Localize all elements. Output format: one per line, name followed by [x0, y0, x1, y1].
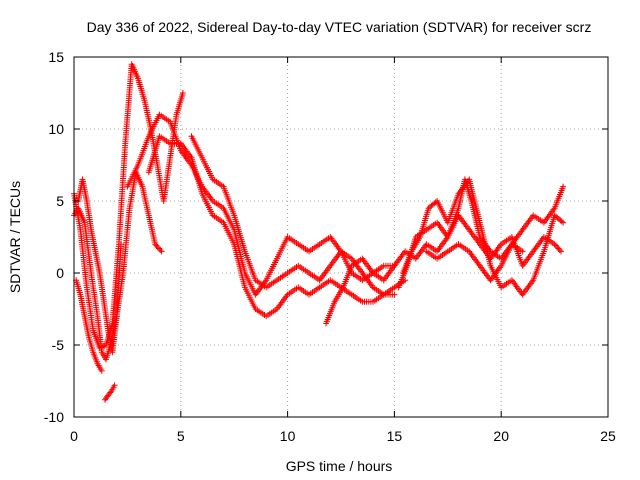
series-track-8	[188, 133, 409, 298]
series-track-2	[71, 169, 165, 363]
chart-title: Day 336 of 2022, Sidereal Day-to-day VTE…	[87, 19, 592, 35]
x-tick-label: 10	[280, 428, 296, 444]
y-tick-label: -5	[52, 337, 65, 353]
x-tick-label: 20	[493, 428, 509, 444]
data-point	[107, 389, 114, 396]
series-track-4	[75, 176, 124, 356]
y-tick-label: 10	[48, 121, 64, 137]
data-point	[519, 248, 526, 255]
data-point	[391, 291, 398, 298]
y-tick-label: 5	[56, 193, 64, 209]
series-track-7	[145, 133, 398, 320]
x-axis-label: GPS time / hours	[286, 458, 393, 474]
x-tick-label: 15	[387, 428, 403, 444]
data-point	[154, 244, 161, 251]
series-track-3	[73, 277, 105, 374]
y-tick-label: 0	[56, 265, 64, 281]
y-tick-label: 15	[48, 49, 64, 65]
data-point	[560, 219, 567, 226]
plot-frame	[73, 56, 609, 418]
data-point	[158, 248, 165, 255]
data-point	[98, 367, 105, 374]
data-point	[551, 241, 558, 248]
data-point	[558, 218, 565, 225]
data-point	[179, 90, 186, 96]
series-track-11	[399, 176, 567, 298]
data-point	[157, 247, 164, 253]
data-point	[111, 382, 118, 389]
data-point	[556, 247, 563, 253]
axis-ticks: 0 5 10 15 20 25 -10 -5 0 5 10 15	[44, 49, 616, 444]
y-axis-label: SDTVAR / TECUs	[7, 181, 23, 293]
x-tick-label: 25	[600, 428, 616, 444]
x-tick-label: 5	[177, 428, 185, 444]
y-tick-label: -10	[44, 409, 64, 425]
data-point	[118, 241, 124, 248]
series-track-12	[423, 183, 567, 284]
x-tick-label: 0	[70, 428, 78, 444]
data-points	[71, 61, 567, 403]
series-track-5	[102, 382, 118, 403]
data-point	[560, 183, 567, 190]
series-track-6	[124, 111, 398, 298]
data-point	[558, 248, 564, 255]
